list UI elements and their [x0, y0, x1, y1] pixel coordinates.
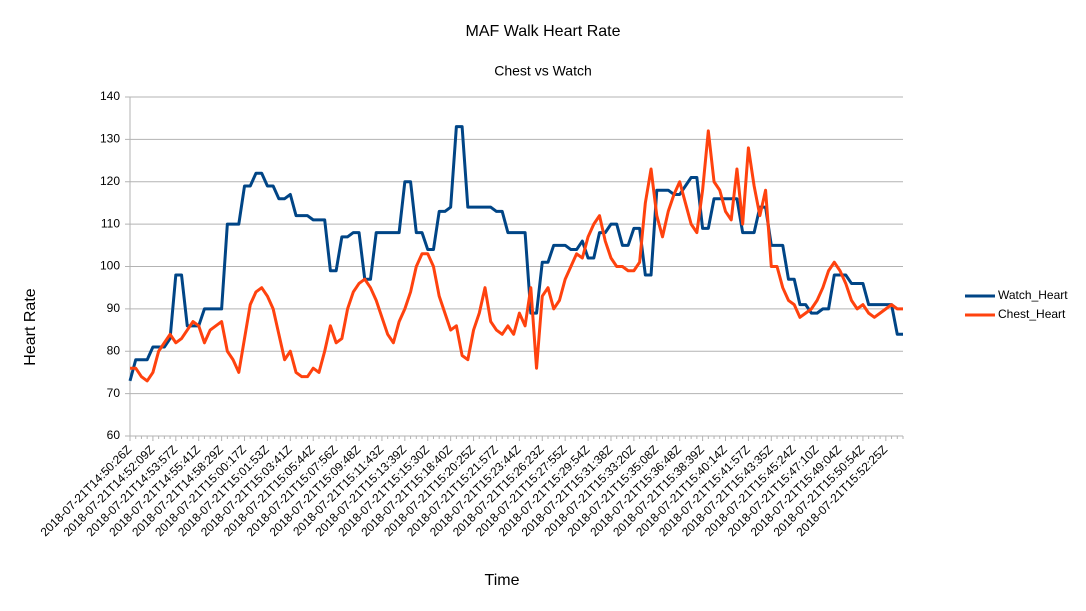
series-line: [128, 125, 903, 382]
y-tick-label: 140: [100, 89, 120, 103]
y-axis-title: Heart Rate: [22, 288, 39, 365]
chart-title: MAF Walk Heart Rate: [466, 23, 621, 40]
legend-label: Watch_Heart: [998, 288, 1068, 302]
y-tick-label: 80: [107, 343, 121, 357]
x-axis-title: Time: [485, 572, 520, 589]
series-line: [130, 129, 903, 383]
y-tick-label: 120: [100, 174, 120, 188]
y-tick-label: 100: [100, 259, 120, 273]
y-tick-label: 110: [101, 216, 120, 230]
legend-label: Chest_Heart: [998, 307, 1066, 321]
y-tick-label: 90: [107, 301, 121, 315]
chart-subtitle: Chest vs Watch: [494, 63, 592, 79]
y-tick-label: 130: [100, 132, 120, 146]
y-tick-label: 70: [107, 386, 121, 400]
y-tick-label: 60: [107, 428, 121, 442]
